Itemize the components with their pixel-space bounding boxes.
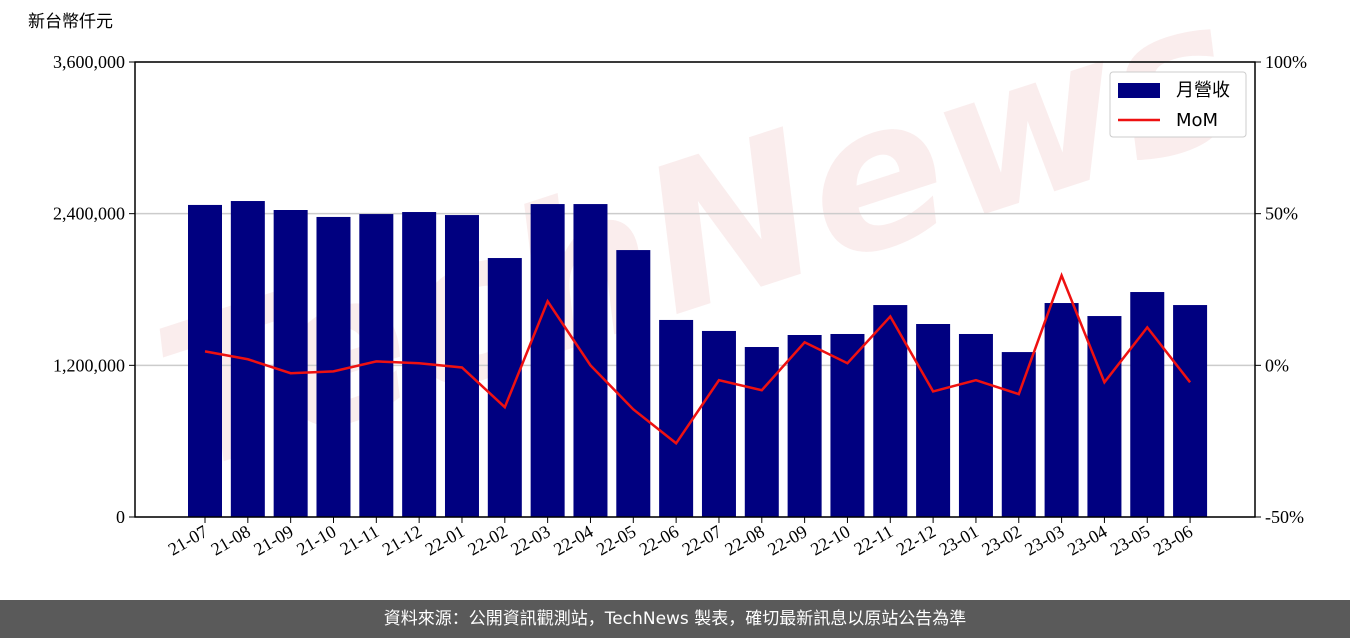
bar (701, 330, 736, 517)
x-tick-label: 21-12 (379, 521, 425, 559)
y-tick-label: 0 (116, 507, 125, 527)
x-tick-label: 21-08 (207, 521, 253, 559)
x-tick-label: 22-01 (422, 521, 468, 559)
bar (659, 319, 694, 517)
y2-tick-label: -50% (1265, 507, 1304, 527)
y-tick-label: 2,400,000 (53, 204, 125, 224)
bar (273, 210, 308, 517)
bar (787, 335, 822, 517)
plot-frame (134, 61, 1256, 518)
bar (487, 258, 522, 517)
bar (873, 305, 908, 517)
x-tick-label: 22-12 (893, 521, 939, 559)
bar (1173, 305, 1208, 517)
bar (744, 347, 779, 517)
x-tick-label: 22-07 (679, 521, 725, 559)
x-tick-label: 21-07 (165, 521, 211, 559)
y-tick-label: 3,600,000 (53, 52, 125, 72)
bar (616, 250, 651, 518)
x-tick-label: 23-01 (936, 521, 982, 559)
x-tick-label: 22-06 (636, 521, 682, 559)
bar (1087, 316, 1122, 517)
x-tick-label: 21-09 (250, 521, 296, 559)
x-tick-label: 23-06 (1150, 521, 1196, 559)
x-tick-label: 23-04 (1064, 521, 1110, 559)
x-tick-label: 22-05 (593, 521, 639, 559)
x-tick-label: 22-10 (807, 521, 853, 559)
bar (1130, 292, 1165, 517)
x-tick-label: 22-08 (721, 521, 767, 559)
x-tick-label: 23-02 (978, 521, 1024, 559)
bar (916, 324, 951, 517)
bar (359, 214, 394, 517)
x-tick-label: 22-03 (507, 521, 553, 559)
y2-tick-label: 100% (1265, 52, 1307, 72)
legend-swatch (1118, 83, 1160, 98)
x-tick-label: 22-11 (850, 521, 896, 559)
bar (958, 333, 993, 517)
x-tick-label: 23-05 (1107, 521, 1153, 559)
bar (1044, 303, 1079, 517)
line (204, 272, 1192, 446)
x-tick-label: 22-09 (764, 521, 810, 559)
y-axis-unit: 新台幣仟元 (28, 12, 113, 32)
bar (1001, 352, 1036, 517)
y2-tick-label: 50% (1265, 204, 1298, 224)
bar (530, 204, 565, 518)
legend-label: 月營收 (1176, 80, 1230, 101)
x-tick-label: 23-03 (1021, 521, 1067, 559)
x-tick-label: 21-11 (337, 521, 383, 559)
x-tick-label: 22-04 (550, 521, 596, 559)
chart: 新台幣仟元 TechNews 01,200,0002,400,0003,600,… (28, 0, 1307, 559)
x-tick-label: 21-10 (293, 521, 339, 559)
bar (188, 204, 222, 517)
footer: 資料來源：公開資訊觀測站，TechNews 製表，確切最新訊息以原站公告為準 (0, 600, 1350, 638)
y2-tick-label: 0% (1265, 355, 1289, 375)
bar (316, 216, 351, 518)
bar (573, 204, 608, 518)
legend-label: MoM (1176, 110, 1218, 131)
y-tick-label: 1,200,000 (53, 355, 125, 375)
x-tick-label: 22-02 (464, 521, 510, 559)
